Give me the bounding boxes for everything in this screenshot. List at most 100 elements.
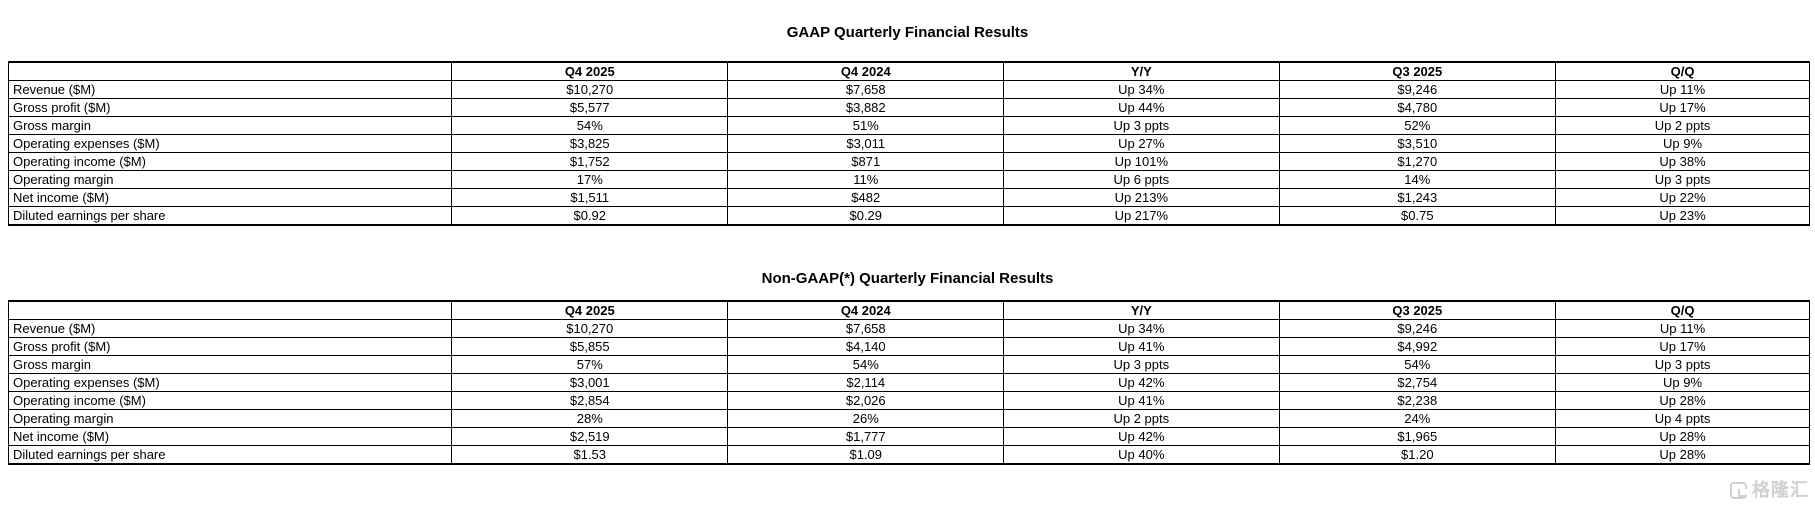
metric-value-cell: $3,882 <box>727 98 1005 117</box>
metric-value-cell: Up 34% <box>1003 319 1280 338</box>
metric-value-cell: Up 28% <box>1555 445 1810 465</box>
metric-value-cell: $10,270 <box>451 80 729 99</box>
metric-value-cell: 54% <box>1278 355 1557 374</box>
metric-value-cell: $1,752 <box>451 152 729 171</box>
period-column-header: Q3 2025 <box>1278 300 1557 320</box>
row-label: Revenue ($M) <box>7 319 453 338</box>
metric-value-cell: 28% <box>451 409 729 428</box>
row-label: Operating margin <box>7 409 453 428</box>
row-label: Net income ($M) <box>7 188 453 207</box>
table-row: Revenue ($M) $10,270 $7,658 Up 34% $9,246 Up … <box>7 80 1810 99</box>
metric-value-cell: 17% <box>451 170 729 189</box>
metric-value-cell: $3,011 <box>727 134 1005 153</box>
period-column-header: Q/Q <box>1555 61 1810 81</box>
gaap-table-body: Revenue ($M) $10,270 $7,658 Up 34% $9,246 Up … <box>7 80 1810 226</box>
metric-value-cell: $7,658 <box>727 319 1005 338</box>
metric-value-cell: Up 44% <box>1003 98 1280 117</box>
metric-value-cell: Up 41% <box>1003 337 1280 356</box>
table-row: Revenue ($M) $10,270 $7,658 Up 34% $9,246 Up … <box>7 319 1810 338</box>
metric-value-cell: $4,992 <box>1278 337 1557 356</box>
table-row: Operating income ($M) $2,854 $2,026 Up 41% $… <box>7 391 1810 410</box>
metric-value-cell: Up 27% <box>1003 134 1280 153</box>
metric-value-cell: Up 22% <box>1555 188 1810 207</box>
metric-value-cell: $4,780 <box>1278 98 1557 117</box>
metric-value-cell: 26% <box>727 409 1005 428</box>
metric-value-cell: $1,965 <box>1278 427 1557 446</box>
row-label: Gross margin <box>7 116 453 135</box>
table-row: Diluted earnings per share $0.92 $0.29 Up 2… <box>7 206 1810 226</box>
metric-value-cell: 51% <box>727 116 1005 135</box>
table-row: Operating margin 28% 26% Up 2 ppts 24% Up 4 p… <box>7 409 1810 428</box>
metric-value-cell: $1.20 <box>1278 445 1557 465</box>
metric-value-cell: Up 40% <box>1003 445 1280 465</box>
metric-value-cell: $3,001 <box>451 373 729 392</box>
metric-value-cell: Up 28% <box>1555 427 1810 446</box>
metric-value-cell: $0.29 <box>727 206 1005 226</box>
header-row: Q4 2025 Q4 2024 Y/Y Q3 2025 Q/Q <box>7 61 1810 81</box>
table-row: Operating income ($M) $1,752 $871 Up 101% $1… <box>7 152 1810 171</box>
metric-value-cell: Up 4 ppts <box>1555 409 1810 428</box>
metric-value-cell: Up 41% <box>1003 391 1280 410</box>
row-label: Diluted earnings per share <box>7 445 453 465</box>
metric-value-cell: $5,577 <box>451 98 729 117</box>
row-label: Operating expenses ($M) <box>7 134 453 153</box>
metric-value-cell: Up 34% <box>1003 80 1280 99</box>
metric-value-cell: $9,246 <box>1278 80 1557 99</box>
metric-value-cell: $2,519 <box>451 427 729 446</box>
metric-value-cell: 52% <box>1278 116 1557 135</box>
row-label: Gross profit ($M) <box>7 337 453 356</box>
metric-value-cell: Up 28% <box>1555 391 1810 410</box>
metric-value-cell: 54% <box>451 116 729 135</box>
gaap-table-header: Q4 2025 Q4 2024 Y/Y Q3 2025 Q/Q <box>7 61 1810 81</box>
header-row: Q4 2025 Q4 2024 Y/Y Q3 2025 Q/Q <box>7 300 1810 320</box>
metric-value-cell: Up 3 ppts <box>1555 355 1810 374</box>
row-label: Operating expenses ($M) <box>7 373 453 392</box>
metric-value-cell: Up 42% <box>1003 373 1280 392</box>
metric-value-cell: $2,854 <box>451 391 729 410</box>
metric-value-cell: $1,511 <box>451 188 729 207</box>
period-column-header: Q4 2025 <box>451 300 729 320</box>
row-label: Operating income ($M) <box>7 391 453 410</box>
metric-value-cell: Up 6 ppts <box>1003 170 1280 189</box>
table-row: Gross profit ($M) $5,855 $4,140 Up 41% $4,99… <box>7 337 1810 356</box>
metric-value-cell: Up 3 ppts <box>1555 170 1810 189</box>
row-label: Gross margin <box>7 355 453 374</box>
row-label: Diluted earnings per share <box>7 206 453 226</box>
metric-value-cell: Up 38% <box>1555 152 1810 171</box>
row-label: Gross profit ($M) <box>7 98 453 117</box>
row-label: Operating income ($M) <box>7 152 453 171</box>
metric-value-cell: Up 3 ppts <box>1003 355 1280 374</box>
table-row: Operating margin 17% 11% Up 6 ppts 14% Up 3 p… <box>7 170 1810 189</box>
table-row: Diluted earnings per share $1.53 $1.09 Up 4… <box>7 445 1810 465</box>
table-row: Operating expenses ($M) $3,825 $3,011 Up 27… <box>7 134 1810 153</box>
metric-value-cell: 11% <box>727 170 1005 189</box>
table-row: Net income ($M) $1,511 $482 Up 213% $1,243 Up… <box>7 188 1810 207</box>
metric-value-cell: $1.09 <box>727 445 1005 465</box>
metric-value-cell: Up 11% <box>1555 80 1810 99</box>
metric-value-cell: $871 <box>727 152 1005 171</box>
table-row: Gross margin 54% 51% Up 3 ppts 52% Up 2 ppts <box>7 116 1810 135</box>
metric-value-cell: $2,754 <box>1278 373 1557 392</box>
metric-value-cell: $2,114 <box>727 373 1005 392</box>
metric-column-header <box>7 61 453 81</box>
page-canvas: { "watermark": { "text": "格隆汇", "color":… <box>0 25 1815 505</box>
metric-value-cell: 24% <box>1278 409 1557 428</box>
metric-value-cell: 14% <box>1278 170 1557 189</box>
period-column-header: Q/Q <box>1555 300 1810 320</box>
metric-value-cell: $5,855 <box>451 337 729 356</box>
metric-value-cell: $1,243 <box>1278 188 1557 207</box>
metric-value-cell: Up 213% <box>1003 188 1280 207</box>
metric-value-cell: Up 17% <box>1555 337 1810 356</box>
metric-value-cell: $0.75 <box>1278 206 1557 226</box>
watermark-text: 格隆汇 <box>1752 480 1809 500</box>
metric-value-cell: $7,658 <box>727 80 1005 99</box>
metric-value-cell: $9,246 <box>1278 319 1557 338</box>
period-column-header: Q4 2024 <box>727 300 1005 320</box>
metric-value-cell: $2,238 <box>1278 391 1557 410</box>
metric-value-cell: $10,270 <box>451 319 729 338</box>
metric-value-cell: Up 42% <box>1003 427 1280 446</box>
table-row: Gross margin 57% 54% Up 3 ppts 54% Up 3 ppts <box>7 355 1810 374</box>
metric-value-cell: Up 3 ppts <box>1003 116 1280 135</box>
metric-value-cell: $3,825 <box>451 134 729 153</box>
watermark: 格隆汇 <box>1730 481 1809 499</box>
